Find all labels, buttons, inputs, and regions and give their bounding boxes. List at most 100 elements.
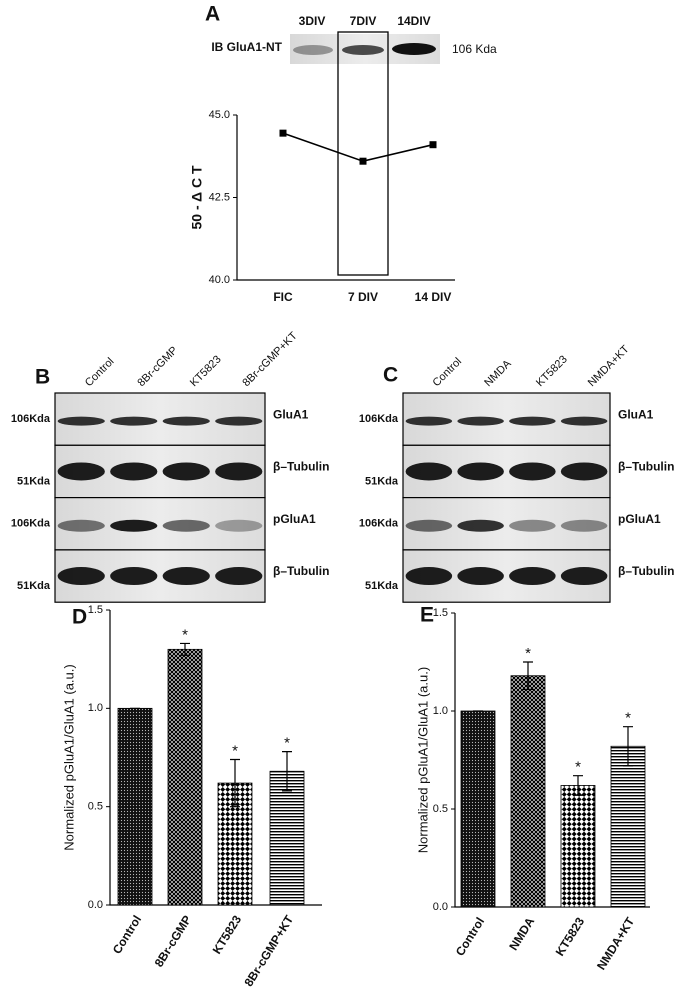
panel-letter: C — [383, 364, 398, 387]
row-label: β–Tubulin — [273, 564, 329, 578]
bar — [610, 745, 646, 908]
y-tick-label: 1.0 — [433, 705, 448, 717]
band — [560, 462, 608, 481]
band — [342, 45, 384, 55]
row-label: β–Tubulin — [618, 460, 674, 474]
band — [110, 416, 158, 426]
y-tick-label: 1.5 — [88, 604, 103, 616]
lane-label: 3DIV — [299, 14, 326, 28]
mw-label: 51Kda — [17, 475, 51, 487]
band — [392, 43, 436, 55]
band — [110, 567, 158, 586]
y-tick-label: 45.0 — [209, 109, 230, 121]
band — [162, 519, 210, 532]
bar — [167, 648, 203, 906]
row-label: β–Tubulin — [273, 460, 329, 474]
mw-label: 106Kda — [11, 413, 51, 425]
significance: * — [232, 742, 238, 759]
x-tick-label: Control — [453, 915, 487, 959]
bar — [560, 785, 596, 908]
band — [509, 462, 556, 481]
band — [110, 462, 158, 481]
error-bar — [623, 726, 633, 767]
bar — [510, 675, 546, 908]
band — [215, 519, 263, 532]
lane-label: 8Br-cGMP — [135, 344, 180, 389]
band — [57, 462, 105, 481]
band — [57, 519, 105, 532]
row-label: pGluA1 — [273, 512, 316, 526]
marker — [279, 129, 287, 137]
band — [509, 567, 556, 586]
lane-label: NMDA+KT — [586, 343, 632, 389]
band — [162, 416, 210, 426]
band — [457, 519, 504, 532]
error-bar — [180, 642, 190, 656]
x-tick-label: NMDA — [506, 915, 537, 953]
y-axis-label: Normalized pGluA1/GluA1 (a.u.) — [415, 667, 430, 853]
band — [162, 462, 210, 481]
y-tick-label: 0.0 — [433, 901, 448, 913]
band — [215, 416, 263, 426]
band — [457, 567, 504, 586]
significance: * — [182, 626, 188, 643]
lane-label: 8Br-cGMP+KT — [240, 330, 299, 389]
error-bar — [230, 758, 240, 808]
x-tick-label: KT5823 — [553, 915, 588, 959]
lane-label: NMDA — [482, 357, 514, 389]
row-label: GluA1 — [273, 407, 309, 421]
panel-letter: E — [420, 604, 434, 627]
bar — [117, 707, 153, 906]
lane-label: KT5823 — [534, 353, 570, 389]
bar — [269, 770, 305, 906]
lane-label: 14DIV — [397, 14, 430, 28]
x-tick-label: 7 DIV — [348, 290, 378, 304]
lane-label: Control — [83, 356, 117, 390]
y-tick-label: 0.5 — [88, 801, 103, 813]
y-tick-label: 1.0 — [88, 702, 103, 714]
x-tick-label: 14 DIV — [415, 290, 452, 304]
mw-label: 51Kda — [365, 580, 399, 592]
panel-letter: D — [72, 606, 87, 629]
y-tick-label: 42.5 — [209, 191, 230, 203]
error-bar — [523, 661, 533, 691]
panel-letter: A — [205, 3, 220, 26]
marker — [429, 141, 437, 149]
significance: * — [575, 759, 581, 776]
marker — [359, 157, 367, 165]
lane-label: KT5823 — [188, 353, 224, 389]
band — [293, 45, 333, 55]
x-tick-label: Control — [110, 913, 144, 957]
band — [215, 567, 263, 586]
band — [509, 416, 556, 426]
row-label: β–Tubulin — [618, 564, 674, 578]
x-tick-label: FIC — [273, 290, 293, 304]
band — [162, 567, 210, 586]
band — [560, 567, 608, 586]
error-bar — [282, 751, 292, 792]
mw-label: 51Kda — [365, 475, 399, 487]
x-tick-label: 8Br-cGMP — [152, 913, 195, 970]
band — [457, 416, 504, 426]
antibody-label: IB GluA1-NT — [211, 40, 282, 54]
row-label: pGluA1 — [618, 512, 661, 526]
y-tick-label: 0.5 — [433, 803, 448, 815]
x-tick-label: NMDA+KT — [594, 914, 637, 972]
row-label: GluA1 — [618, 407, 654, 421]
significance: * — [625, 710, 631, 727]
panel-letter: B — [35, 366, 50, 389]
y-tick-label: 40.0 — [209, 274, 230, 286]
band — [110, 519, 158, 532]
mw-label: 106Kda — [359, 518, 399, 530]
band — [509, 519, 556, 532]
y-axis-label: Normalized pGluA1/GluA1 (a.u.) — [61, 664, 76, 850]
band — [405, 567, 453, 586]
significance: * — [284, 735, 290, 752]
mw-label: 106Kda — [11, 518, 51, 530]
band — [405, 416, 453, 426]
y-tick-label: 0.0 — [88, 899, 103, 911]
line — [282, 132, 434, 163]
y-axis-label: 50 - Δ C T — [189, 165, 205, 229]
band — [560, 519, 608, 532]
lane-label: Control — [431, 356, 465, 390]
